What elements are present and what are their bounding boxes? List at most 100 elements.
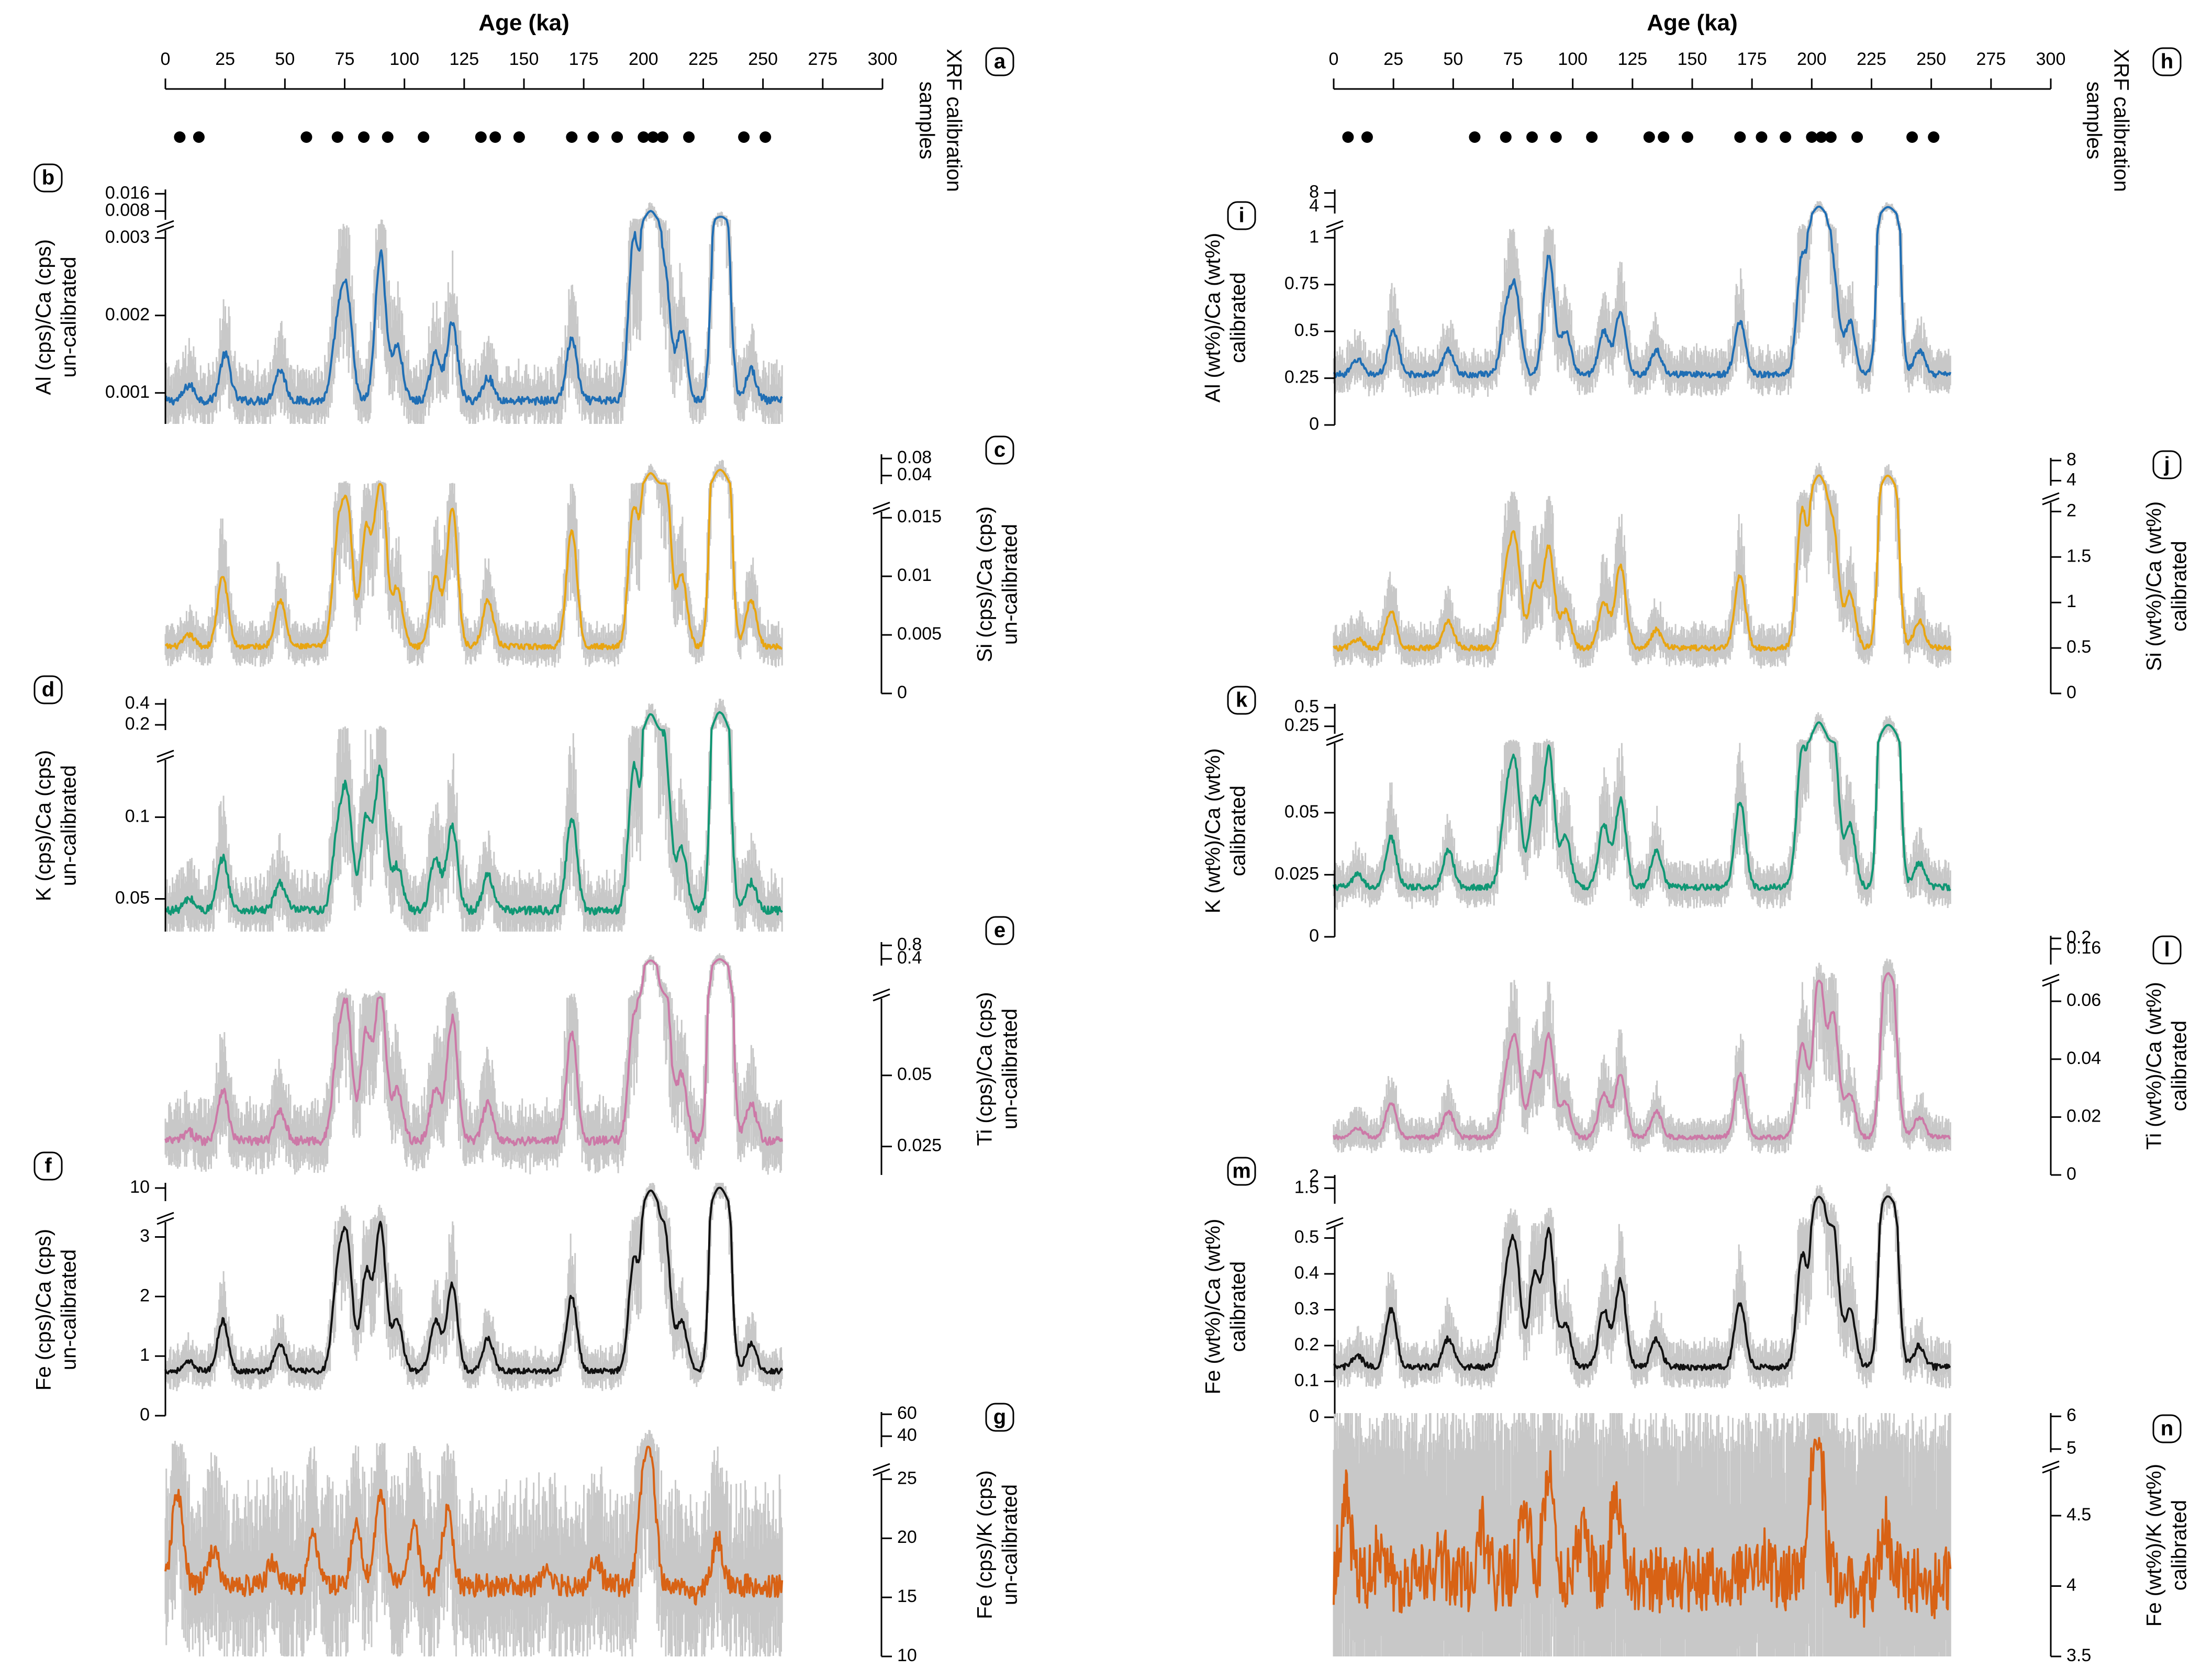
y-tick-label: 0.04 — [2066, 1048, 2101, 1068]
axis-break-mark — [873, 507, 890, 515]
series-line-Ti — [1333, 972, 1951, 1141]
panel-letter: b — [42, 166, 54, 189]
y-tick-label: 0.015 — [897, 507, 942, 527]
panel-letter-badge — [2152, 935, 2182, 965]
age-tick-label: 250 — [1916, 49, 1946, 69]
calibration-sample-dot — [1806, 131, 1818, 143]
calibration-sample-dot — [1469, 131, 1481, 143]
y-tick-label: 0.1 — [125, 806, 150, 826]
panel-l: 0 0.02 0.04 0.06 0.160.2 Ti (wt%)/Ca (wt%) cal… — [1333, 927, 2191, 1184]
panel-f: 0 1 2 3 10 Fe (cps)/Ca (cps) un-calibrated f — [32, 1151, 784, 1425]
axis-break-mark — [873, 988, 890, 996]
y-tick-label: 4 — [2066, 469, 2076, 489]
calibration-sample-dot — [1906, 131, 1918, 143]
y-tick-label: 1 — [1309, 227, 1319, 247]
y-tick-label: 4 — [2066, 1575, 2076, 1595]
y-tick-label: 1.5 — [2066, 546, 2091, 566]
y-tick-label: 0 — [2066, 1164, 2076, 1184]
calibration-sample-dot — [566, 131, 578, 143]
y-tick-label: 0.002 — [105, 305, 150, 324]
y-axis-label-line2: un-calibrated — [999, 1009, 1022, 1129]
y-axis-label-line1: Al (cps)/Ca (cps) — [32, 239, 55, 395]
y-tick-label: 0.2 — [2066, 927, 2091, 947]
raw-data-Al — [1333, 201, 1951, 398]
age-axis-panel-a: Age (ka) 0 25 50 75 100 125 150 175 200 225 250 275 3… — [161, 10, 1014, 192]
calibration-sample-dot — [475, 131, 487, 143]
panel-n: 3.5 4 4.5 5 6 Fe (wt%)/K (wt%) calibrated n — [1333, 1405, 2191, 1665]
y-axis-label-line1: Si (wt%)/Ca (wt%) — [2143, 501, 2166, 671]
y-tick-label: 0.08 — [897, 447, 932, 467]
panel-letter-badge — [985, 47, 1014, 76]
y-tick-label: 0.5 — [2066, 637, 2091, 657]
raw-data-Al — [164, 202, 783, 424]
y-tick-label: 0.04 — [897, 465, 932, 485]
y-tick-label: 1.5 — [1294, 1177, 1319, 1197]
y-axis-label-line2: calibrated — [1227, 272, 1250, 363]
panel-letter-badge — [1227, 686, 1256, 715]
calibration-sample-dot — [513, 131, 525, 143]
age-tick-label: 50 — [275, 49, 295, 69]
axis-break-mark — [157, 1217, 174, 1225]
y-axis-label-line2: un-calibrated — [999, 1484, 1022, 1605]
y-tick-label: 0 — [1309, 414, 1319, 434]
calibration-sample-dot — [358, 131, 370, 143]
y-tick-label: 2 — [1309, 1166, 1319, 1186]
y-tick-label: 0.2 — [1294, 1335, 1319, 1354]
y-axis-label-line1: K (cps)/Ca (cps) — [32, 750, 55, 901]
y-tick-label: 0 — [1309, 926, 1319, 946]
age-tick-label: 275 — [1976, 49, 2006, 69]
panel-e: 0.025 0.05 0.40.8 Ti (cps)/Ca (cps) un-calib… — [164, 916, 1022, 1175]
age-tick-label: 25 — [1383, 49, 1403, 69]
y-tick-label: 10 — [130, 1177, 150, 1197]
y-axis-label-line1: Al (wt%)/Ca (wt%) — [1202, 233, 1225, 402]
panel-letter-badge — [2152, 450, 2182, 479]
raw-data-Fe — [1333, 1183, 1951, 1390]
age-tick-label: 100 — [389, 49, 419, 69]
y-tick-label: 0.4 — [897, 948, 922, 968]
series-line-K — [164, 711, 783, 916]
y-tick-label: 1 — [140, 1345, 150, 1365]
y-tick-label: 0.003 — [105, 227, 150, 247]
y-tick-label: 0.16 — [2066, 938, 2101, 958]
panel-letter: n — [2161, 1417, 2173, 1440]
axis-break-mark — [1326, 220, 1344, 228]
y-tick-label: 0.025 — [897, 1136, 942, 1156]
calibration-sample-dot — [418, 131, 430, 143]
panel-letter: l — [2164, 938, 2170, 961]
series-line-Si — [1333, 474, 1952, 652]
panel-letter: c — [994, 439, 1005, 462]
y-tick-label: 25 — [897, 1468, 917, 1488]
axis-break-mark — [1326, 225, 1344, 233]
y-tick-label: 0.01 — [897, 565, 932, 585]
panel-c: 0 0.005 0.01 0.015 0.040.08 Si (cps)/Ca (cps)… — [164, 435, 1022, 702]
y-tick-label: 0.001 — [105, 382, 150, 402]
calibration-sample-dot — [638, 131, 650, 143]
age-tick-label: 50 — [1443, 49, 1463, 69]
raw-data-K — [1333, 712, 1951, 910]
axis-break-mark — [873, 993, 890, 1002]
panel-letter: f — [44, 1155, 52, 1178]
calibration-sample-dot — [1734, 131, 1746, 143]
calibration-sample-dot — [738, 131, 750, 143]
axis-break-mark — [1326, 738, 1344, 746]
age-axis-title: Age (ka) — [478, 10, 569, 36]
y-axis-label-line1: Fe (cps)/K (cps) — [974, 1470, 997, 1619]
y-tick-label: 0 — [1309, 1406, 1319, 1426]
panel-letter-badge — [33, 1151, 63, 1181]
raw-data-FeK — [164, 1430, 783, 1656]
y-tick-label: 0.1 — [1294, 1370, 1319, 1390]
calibration-sample-dot — [300, 131, 312, 143]
age-tick-label: 300 — [2036, 49, 2066, 69]
age-tick-label: 75 — [335, 49, 355, 69]
y-axis-label-line1: Fe (wt%)/K (wt%) — [2143, 1464, 2166, 1627]
panel-letter-badge — [2152, 47, 2182, 76]
axis-break-mark — [2042, 497, 2060, 506]
calibration-sample-dot — [489, 131, 501, 143]
y-axis-label-line2: un-calibrated — [58, 256, 81, 377]
axis-break-mark — [2042, 973, 2060, 982]
y-tick-label: 0.06 — [2066, 990, 2101, 1010]
age-tick-label: 150 — [1678, 49, 1707, 69]
panel-letter: d — [42, 678, 54, 701]
panel-letter: k — [1236, 689, 1248, 712]
